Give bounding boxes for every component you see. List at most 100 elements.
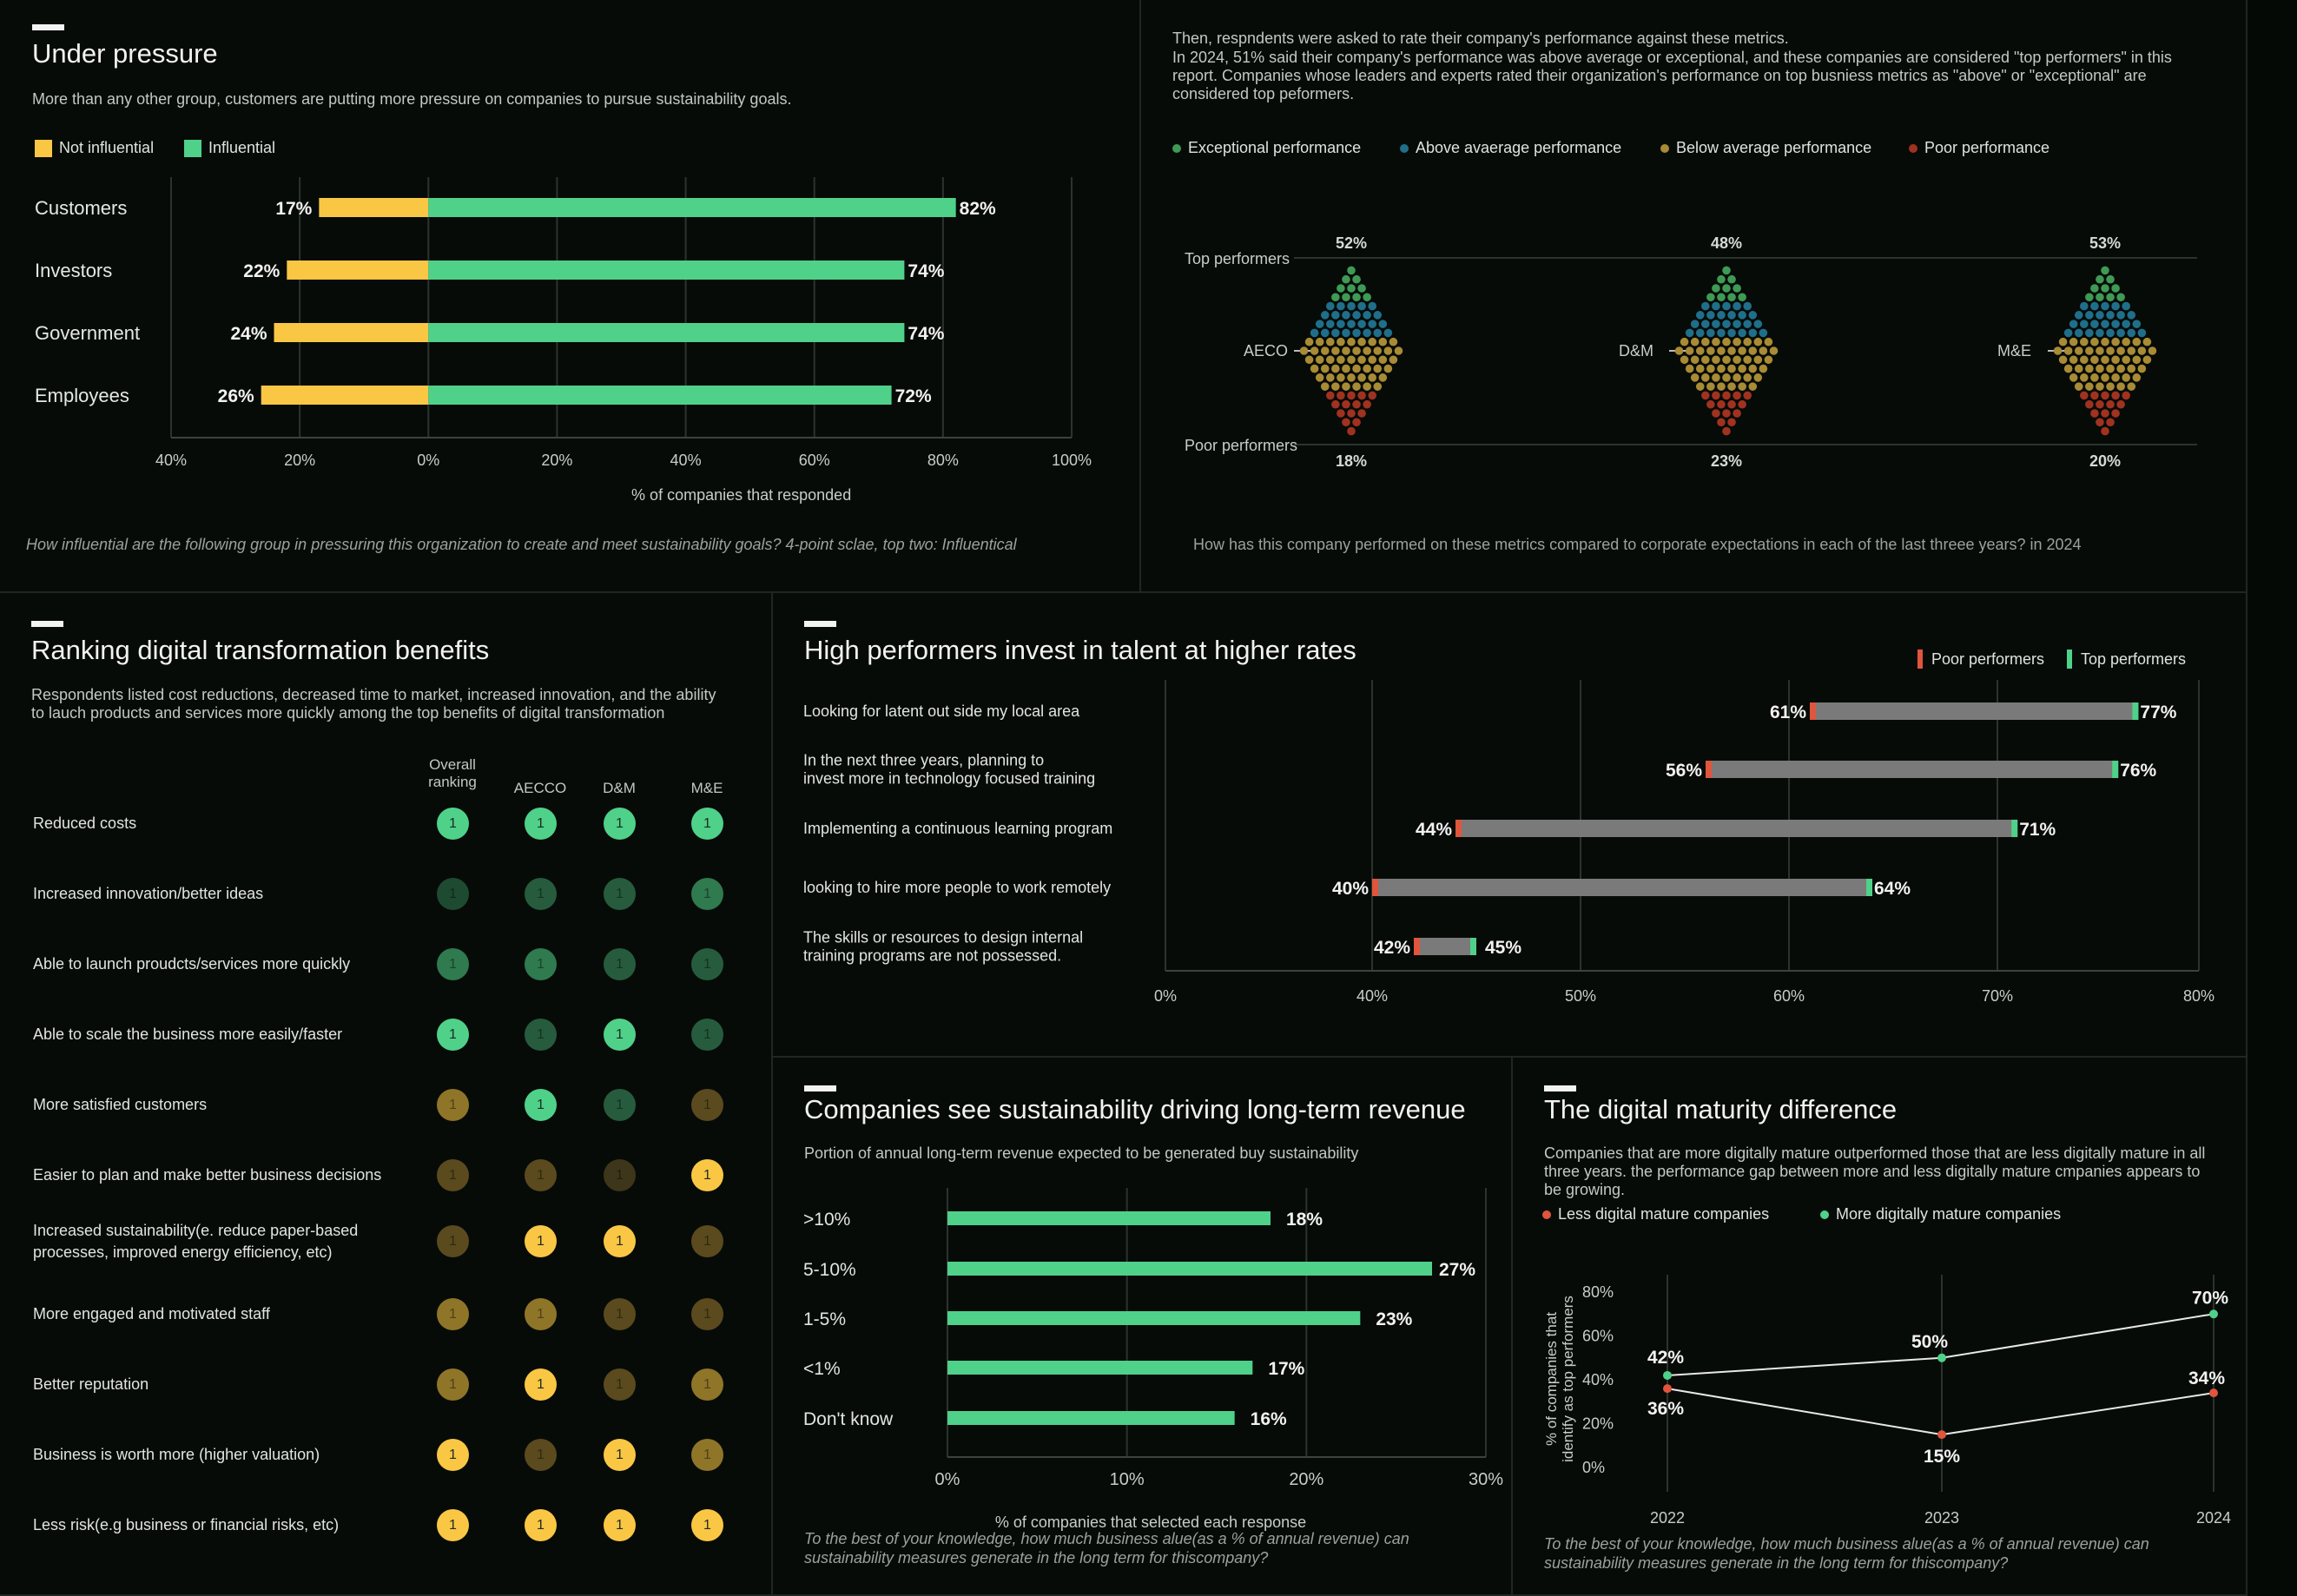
marker-poor xyxy=(1372,879,1378,896)
category-label: Government xyxy=(35,322,140,344)
top-performers-label: Top performers xyxy=(1185,250,1290,267)
performance-dot xyxy=(1690,355,1700,365)
performance-dot xyxy=(1342,364,1350,373)
x-tick-label: 20% xyxy=(1289,1470,1323,1489)
performance-dot xyxy=(1717,364,1726,373)
performance-dot xyxy=(2090,284,2099,293)
chart-diamonds: Top performers Poor performers AECO 52% 18% D… xyxy=(1185,234,2197,470)
performance-dot xyxy=(1733,409,1741,418)
performance-dot xyxy=(1331,364,1340,373)
ranking-dot: 1 xyxy=(437,808,469,840)
performance-dot xyxy=(1368,391,1376,400)
performance-dot xyxy=(2116,364,2125,373)
performance-dot xyxy=(1357,373,1366,382)
category-label: Customers xyxy=(35,197,127,219)
performance-dot xyxy=(2106,274,2115,284)
data-label: 42% xyxy=(1647,1348,1684,1368)
performance-dot xyxy=(1706,346,1715,355)
performance-dot xyxy=(1347,426,1356,436)
data-point xyxy=(1937,1353,1946,1362)
performance-dot xyxy=(2096,346,2104,355)
chart-maturity: 80% 60% 40% 20% 0% 2022 2023 2024 % of companies… xyxy=(1543,1275,2231,1527)
panel-subtitle: Companies that are more digitally mature… xyxy=(1544,1144,2206,1198)
ranking-dot: 1 xyxy=(525,1019,557,1051)
performance-dot xyxy=(1363,382,1371,391)
performance-dot xyxy=(1706,328,1715,338)
ranking-dot: 1 xyxy=(604,1089,636,1121)
performance-dot xyxy=(1706,364,1715,373)
performance-dot xyxy=(1347,320,1356,328)
performance-dot xyxy=(1674,346,1684,355)
marker-top xyxy=(2011,820,2018,837)
performance-dot xyxy=(1706,311,1715,320)
top-value-label: 48% xyxy=(1711,234,1742,252)
x-tick-label: 2024 xyxy=(2196,1509,2231,1527)
legend-less-mature: Less digital mature companies xyxy=(1542,1205,1769,1223)
performance-dot xyxy=(2063,364,2073,373)
performance-dot xyxy=(1727,293,1736,302)
series-line xyxy=(1667,1388,2214,1436)
performance-dot xyxy=(1347,266,1356,275)
performance-dot xyxy=(1743,301,1752,311)
performance-dot xyxy=(1310,346,1319,355)
ranking-row-label: Increased innovation/better ideas xyxy=(33,885,264,902)
performance-dot xyxy=(1722,426,1731,436)
performance-dot xyxy=(1368,355,1376,365)
performance-dot xyxy=(2080,301,2089,311)
ranking-dot: 1 xyxy=(691,948,723,980)
performance-dot xyxy=(1352,418,1361,427)
performance-dot xyxy=(1304,355,1314,365)
value-label: 61% xyxy=(1770,702,1806,722)
performance-dot xyxy=(1310,364,1319,373)
performance-dot xyxy=(1373,328,1383,338)
performance-dot xyxy=(1320,346,1330,355)
performance-dot xyxy=(1727,328,1736,338)
performance-dot xyxy=(1299,346,1309,355)
performance-dot xyxy=(1342,311,1350,320)
performance-dot xyxy=(1743,337,1752,346)
performance-dot xyxy=(1363,346,1371,355)
value-label: 71% xyxy=(2019,820,2056,840)
legend-swatch xyxy=(184,139,201,157)
performance-dot xyxy=(2106,293,2115,302)
legend-label: Poor performance xyxy=(1924,139,2050,156)
ranking-dot: 1 xyxy=(525,948,557,980)
bar xyxy=(947,1262,1432,1276)
performance-dot xyxy=(2096,418,2104,427)
legend-dot xyxy=(1909,143,1917,153)
ranking-dot: 1 xyxy=(437,1225,469,1257)
value-label: 27% xyxy=(1439,1260,1475,1280)
performance-dot xyxy=(1727,418,1736,427)
performance-dot xyxy=(2101,355,2109,365)
ranking-dot: 1 xyxy=(525,1089,557,1121)
bar-not-influential xyxy=(319,198,429,217)
performance-dot xyxy=(1368,373,1376,382)
poor-performers-label: Poor performers xyxy=(1185,437,1297,454)
performance-dot xyxy=(1383,364,1393,373)
y-tick-label: 20% xyxy=(1582,1415,1614,1433)
performance-dot xyxy=(1337,320,1345,328)
performance-dot xyxy=(1695,382,1705,391)
panel-ranking: Ranking digital transformation benefits … xyxy=(0,593,773,1596)
performance-dot xyxy=(2116,382,2125,391)
performance-dot xyxy=(1342,382,1350,391)
performance-dot xyxy=(1712,320,1720,328)
ranking-dot: 1 xyxy=(691,1225,723,1257)
legend-poor-performers: Poor performers xyxy=(1917,650,2044,669)
performance-dot xyxy=(2080,337,2089,346)
ranking-table: Overall ranking AECCO D&M M&E Reduced costs 1… xyxy=(0,593,771,1594)
bar xyxy=(947,1211,1271,1225)
performance-dot xyxy=(1733,320,1741,328)
ranking-dot: 1 xyxy=(525,1368,557,1401)
legend-label: Not influential xyxy=(59,139,155,156)
value-label: 77% xyxy=(2140,702,2176,722)
performance-dot xyxy=(2111,391,2120,400)
performance-dot xyxy=(2111,337,2120,346)
performance-dot xyxy=(2063,328,2073,338)
performance-dot xyxy=(1352,399,1361,409)
ranking-dot: 1 xyxy=(437,1089,469,1121)
performance-dot xyxy=(2101,266,2109,275)
ranking-dot: 1 xyxy=(525,1509,557,1541)
ranking-row-label: More engaged and motivated staff xyxy=(33,1305,270,1322)
performance-dot xyxy=(1743,373,1752,382)
